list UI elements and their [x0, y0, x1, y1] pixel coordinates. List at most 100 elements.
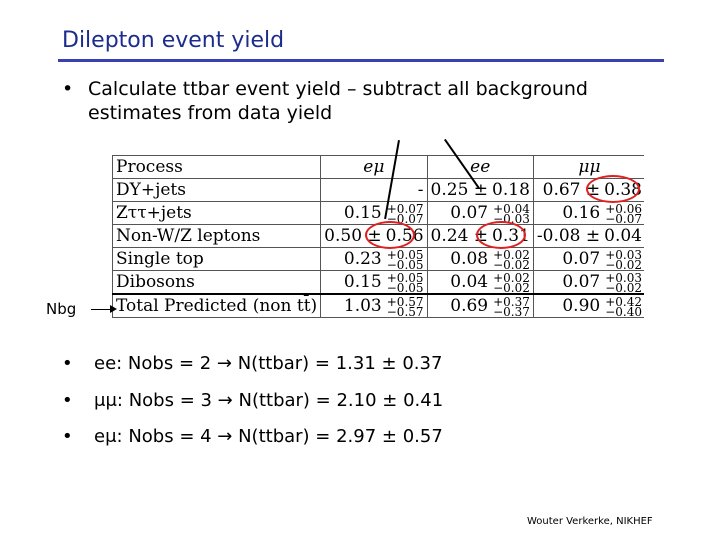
bullet-text: ee: Nobs = 2 → N(ttbar) = 1.31 ± 0.37 [94, 353, 443, 374]
value-cell-mumu: 0.07 +0.03 −0.02 [532, 247, 644, 272]
process-cell: Dibosons [112, 270, 322, 295]
table-row: Total Predicted (non tt̄) 1.03 +0.57 −0.57 0… [112, 293, 644, 319]
slide-title: Dilepton event yield [62, 28, 285, 53]
bullet-dot: • [62, 353, 73, 374]
error-up: +0.03 [605, 247, 642, 262]
central-value: 0.07 [562, 249, 601, 269]
intro-text: Calculate ttbar event yield – subtract a… [88, 78, 588, 124]
central-value: 0.25 ± [430, 180, 489, 200]
error-up: +0.07 [386, 201, 424, 216]
value-cell-ee: 0.25 ±0.18 [426, 178, 534, 202]
table-row: DY+jets -0.25 ±0.18 0.67 ±0.38 [112, 178, 644, 202]
process-cell: DY+jets [112, 178, 322, 202]
error-down: −0.02 [605, 280, 642, 295]
error-down: −0.02 [493, 257, 530, 272]
error-value: 0.04 [604, 226, 642, 246]
asym-error: +0.06 −0.07 [605, 201, 642, 226]
central-value: 0.07 [562, 272, 601, 292]
process-cell: Non-W/Z leptons [112, 224, 322, 248]
central-value: 0.08 [450, 249, 489, 269]
bullet-dot: • [62, 390, 73, 411]
process-cell: Zττ+jets [112, 201, 322, 225]
central-value: -0.08 ± [536, 226, 601, 246]
process-cell: Single top [112, 247, 322, 271]
value-cell-ee: 0.04 +0.02 −0.02 [426, 270, 534, 295]
footer-credit: Wouter Verkerke, NIKHEF [527, 516, 653, 527]
yield-table: Process eμ ee μμ DY+jets -0.25 ±0.18 0.67 … [112, 155, 644, 318]
error-up: +0.04 [493, 201, 530, 216]
central-value: 0.07 [450, 203, 489, 223]
error-up: +0.06 [605, 201, 642, 216]
error-down: −0.02 [493, 280, 530, 295]
intro-bullet: • Calculate ttbar event yield – subtract… [62, 77, 662, 125]
value-cell-emu: 0.15 +0.07 −0.07 [320, 201, 428, 225]
asym-error: +0.37 −0.37 [493, 294, 530, 319]
value-cell-ee: 0.07 +0.04 −0.03 [426, 201, 534, 225]
header-emu: eμ [320, 155, 428, 179]
header-process: Process [112, 155, 322, 179]
error-down: −0.40 [605, 304, 642, 319]
table-row: Single top 0.23 +0.05 −0.05 0.08 +0.02 −0.02 0.… [112, 247, 644, 272]
asym-error: +0.03 −0.02 [605, 247, 642, 272]
error-up: +0.05 [386, 270, 424, 285]
value-cell-emu: 0.23 +0.05 −0.05 [320, 247, 428, 272]
value-cell-mumu: 0.90 +0.42 −0.40 [532, 293, 644, 319]
bullet-text: μμ: Nobs = 3 → N(ttbar) = 2.10 ± 0.41 [94, 390, 444, 411]
central-value: 1.03 [343, 296, 382, 316]
value-cell-ee: 0.69 +0.37 −0.37 [426, 293, 534, 319]
yield-table-image: Process eμ ee μμ DY+jets -0.25 ±0.18 0.67 … [112, 155, 644, 321]
value-cell-mumu: 0.07 +0.03 −0.02 [532, 270, 644, 295]
header-ee: ee [426, 155, 534, 179]
central-value: 0.15 [343, 203, 382, 223]
asym-error: +0.57 −0.57 [386, 294, 424, 319]
asym-error: +0.02 −0.02 [493, 249, 530, 272]
error-up: +0.03 [605, 270, 642, 285]
highlight-circle-mumu [586, 175, 640, 203]
header-mumu: μμ [532, 155, 644, 179]
asym-error: +0.04 −0.03 [493, 201, 530, 225]
asym-error: +0.05 −0.05 [386, 270, 424, 295]
value-cell-emu: 1.03 +0.57 −0.57 [320, 293, 428, 319]
nbg-label: Nbg [46, 300, 77, 318]
error-down: −0.07 [605, 211, 642, 226]
process-cell: Total Predicted (non tt̄) [112, 293, 322, 318]
central-value: 0.23 [343, 249, 382, 269]
central-value: 0.69 [450, 296, 489, 316]
central-value: 0.04 [450, 272, 489, 292]
value-cell-emu: - [320, 178, 428, 202]
nbg-arrow-head [110, 305, 117, 313]
error-down: −0.37 [493, 304, 530, 319]
highlight-circle-ee [476, 221, 526, 249]
bullet-dot: • [62, 426, 73, 447]
error-down: −0.05 [386, 257, 424, 272]
central-value: 0.16 [562, 203, 601, 223]
error-up: +0.37 [493, 294, 530, 309]
table-header-row: Process eμ ee μμ [112, 155, 644, 179]
value-cell-mumu: 0.16 +0.06 −0.07 [532, 201, 644, 226]
value-cell-ee: 0.08 +0.02 −0.02 [426, 247, 534, 272]
bullet-dot: • [62, 78, 74, 100]
value-cell-mumu: -0.08 ±0.04 [532, 224, 644, 248]
value-cell-emu: 0.15 +0.05 −0.05 [320, 270, 428, 295]
central-value: 0.90 [562, 296, 601, 316]
error-up: +0.57 [386, 294, 424, 309]
error-value: - [417, 180, 424, 200]
error-down: −0.02 [605, 257, 642, 272]
error-up: +0.42 [605, 294, 642, 309]
title-rule [58, 59, 664, 62]
error-up: +0.02 [493, 270, 530, 285]
asym-error: +0.03 −0.02 [605, 270, 642, 295]
error-value: 0.18 [492, 180, 530, 200]
error-down: −0.05 [386, 280, 424, 295]
highlight-circle-emu [365, 221, 415, 249]
asym-error: +0.42 −0.40 [605, 294, 642, 319]
asym-error: +0.05 −0.05 [386, 247, 424, 272]
table-row: Zττ+jets 0.15 +0.07 −0.07 0.07 +0.04 −0.03 0.16… [112, 201, 644, 226]
asym-error: +0.02 −0.02 [493, 270, 530, 295]
central-value: 0.24 ± [430, 226, 489, 246]
table-row: Dibosons 0.15 +0.05 −0.05 0.04 +0.02 −0.02 0.07… [112, 270, 644, 295]
error-down: −0.57 [386, 304, 424, 319]
nbg-arrow-line [91, 309, 115, 310]
central-value: 0.15 [343, 272, 382, 292]
error-up: +0.05 [386, 247, 424, 262]
